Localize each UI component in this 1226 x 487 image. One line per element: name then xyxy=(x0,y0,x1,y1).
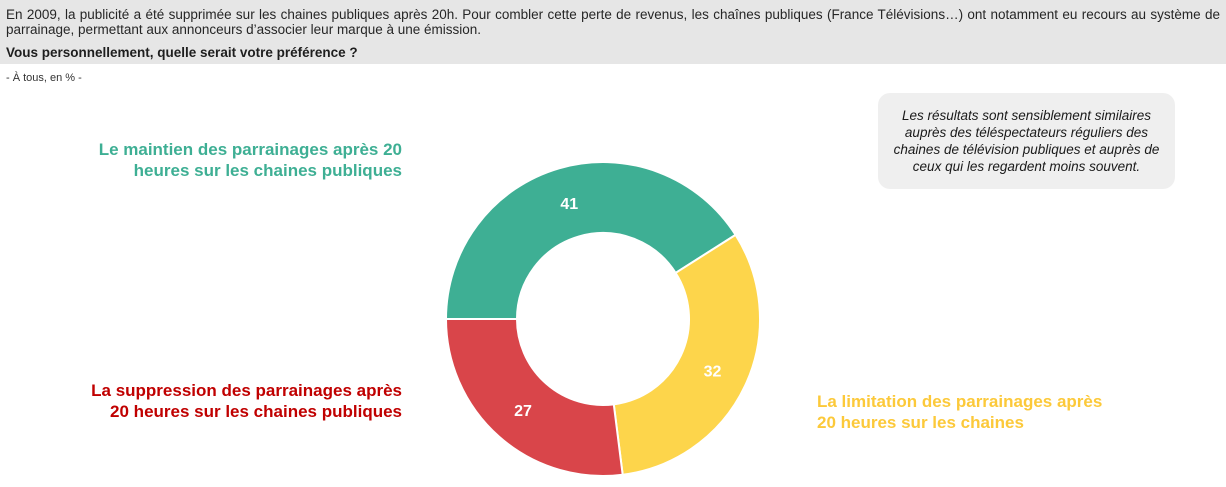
info-callout: Les résultats sont sensiblement similair… xyxy=(878,93,1175,189)
question-text: Vous personnellement, quelle serait votr… xyxy=(6,45,358,60)
value-label-maintien: 41 xyxy=(560,196,578,213)
question-intro: En 2009, la publicité a été supprimée su… xyxy=(6,7,1220,37)
value-label-suppression: 27 xyxy=(514,403,532,420)
question-header: En 2009, la publicité a été supprimée su… xyxy=(0,0,1226,64)
slice-limitation xyxy=(612,233,761,476)
legend-label-suppression: La suppression des parrainages après 20 … xyxy=(91,381,402,421)
value-label-limitation: 32 xyxy=(704,364,722,381)
info-callout-text: Les résultats sont sensiblement similair… xyxy=(893,108,1160,174)
legend-label-maintien: Le maintien des parrainages après 20 heu… xyxy=(98,140,402,180)
slice-maintien xyxy=(444,161,737,320)
base-note: - À tous, en % - xyxy=(6,72,82,84)
legend-label-limitation: La limitation des parrainages après 20 h… xyxy=(817,392,1103,432)
slice-suppression xyxy=(444,318,624,477)
